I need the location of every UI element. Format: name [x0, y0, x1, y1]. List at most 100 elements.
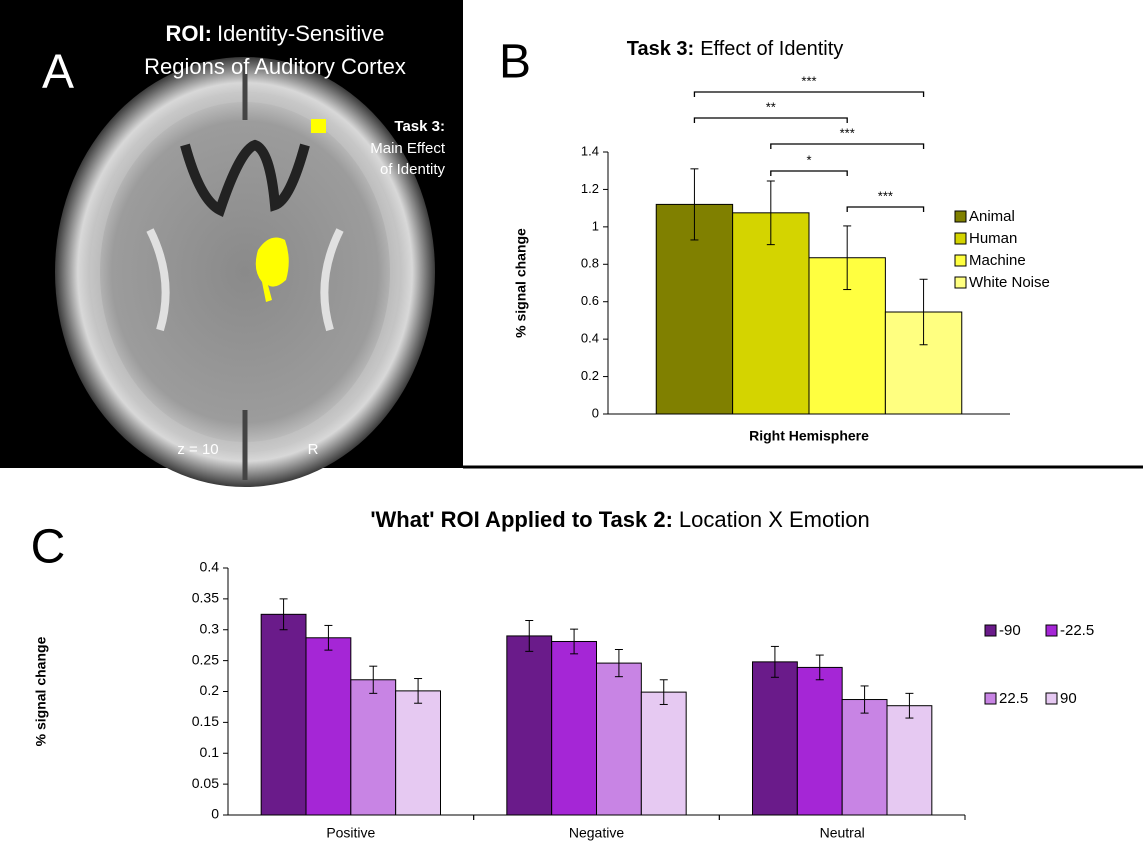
bar — [350, 679, 397, 816]
legend-label: -22.5 — [1060, 622, 1094, 639]
error-bar — [369, 665, 378, 694]
legend-swatch — [954, 232, 967, 245]
legend-label: Machine — [969, 252, 1026, 269]
bar — [305, 637, 352, 816]
bar — [506, 635, 553, 816]
panel-label: B — [499, 36, 531, 89]
slice-label: z = 10 — [177, 441, 218, 458]
bar — [732, 212, 810, 415]
significance-label: ** — [766, 99, 776, 114]
legend-swatch — [984, 624, 997, 637]
roi-title: ROI: Identity-Sensitive — [166, 21, 385, 46]
legend-label: -90 — [999, 622, 1021, 639]
y-tick-label: 0 — [211, 806, 219, 822]
legend-label: 22.5 — [999, 690, 1028, 707]
x-tick-label: Neutral — [820, 825, 865, 841]
y-tick-label: 0.35 — [192, 590, 219, 606]
legend-label: Human — [969, 230, 1017, 247]
x-tick-label: Positive — [326, 825, 375, 841]
significance-bracket — [846, 206, 925, 212]
bar — [751, 661, 798, 816]
bar — [640, 691, 687, 816]
panel-label: C — [31, 521, 66, 574]
error-bar — [905, 692, 914, 719]
y-tick-label: 0.6 — [581, 293, 599, 308]
error-bar — [614, 649, 623, 678]
error-bar — [659, 679, 668, 705]
y-tick-label: 0.4 — [200, 559, 220, 575]
y-tick-label: 0.05 — [192, 775, 219, 791]
error-bar — [770, 645, 779, 678]
y-tick-label: 0.8 — [581, 256, 599, 271]
brain-slice — [55, 57, 435, 487]
y-tick-label: 0.15 — [192, 713, 219, 729]
error-bar — [690, 168, 699, 241]
bar — [796, 666, 843, 816]
panel-label: A — [42, 46, 74, 99]
error-bar — [414, 678, 423, 704]
y-tick-label: 0 — [592, 405, 599, 420]
error-bar — [279, 598, 288, 631]
y-tick-label: 1 — [592, 218, 599, 233]
error-bar — [919, 278, 928, 346]
chart-title-text: Effect of Identity — [700, 38, 843, 60]
error-bar — [570, 628, 579, 655]
error-bar — [860, 685, 869, 714]
legend-swatch — [954, 254, 967, 267]
roi-blob — [255, 237, 289, 302]
significance-label: *** — [878, 188, 893, 203]
significance-bracket — [770, 143, 925, 149]
significance-label: * — [806, 152, 811, 167]
roi-legend-swatch — [311, 119, 326, 133]
error-bar — [815, 654, 824, 681]
side-label: R — [308, 441, 319, 458]
y-tick-label: 0.2 — [200, 682, 220, 698]
y-tick-label: 0.25 — [192, 651, 219, 667]
significance-bracket — [770, 170, 848, 176]
roi-title-bold: ROI: — [166, 21, 212, 46]
legend-label: Animal — [969, 208, 1015, 225]
legend-swatch — [954, 210, 967, 223]
error-bar — [525, 619, 534, 652]
error-bar — [324, 624, 333, 651]
significance-bracket — [693, 117, 848, 123]
bar — [260, 613, 307, 816]
chart-title-bold: Task 3: — [627, 38, 694, 60]
charts: Task 3: Effect of Identity % signal change… — [33, 38, 1095, 840]
y-tick-label: 0.2 — [581, 368, 599, 383]
bar — [841, 699, 888, 816]
y-tick-label: 1.2 — [581, 181, 599, 196]
legend-label: White Noise — [969, 274, 1050, 291]
significance-bracket — [693, 91, 925, 97]
bar — [886, 705, 933, 816]
bar — [596, 662, 642, 816]
chart-title-text: Location X Emotion — [679, 507, 870, 532]
chart-title: 'What' ROI Applied to Task 2: Location X … — [370, 507, 869, 532]
chart-title-bold: 'What' ROI Applied to Task 2: — [370, 507, 673, 532]
legend-swatch — [1045, 624, 1058, 637]
y-tick-label: 0.3 — [200, 620, 220, 636]
roi-legend-label: Main Effect — [370, 140, 446, 157]
legend-swatch — [1045, 692, 1058, 705]
bar — [395, 690, 442, 816]
significance-label: *** — [801, 73, 816, 88]
roi-legend-label: Task 3: — [394, 118, 445, 135]
legend-swatch — [984, 692, 997, 705]
brain-detail — [180, 139, 310, 218]
brain-detail — [146, 228, 344, 332]
roi-title-text: Identity-Sensitive — [217, 21, 385, 46]
bar — [551, 640, 597, 816]
x-tick-label: Right Hemisphere — [749, 428, 869, 444]
error-bar — [766, 180, 775, 246]
significance-label: *** — [840, 125, 855, 140]
y-tick-label: 1.4 — [581, 143, 599, 158]
legend-swatch — [954, 276, 967, 289]
legend-label: 90 — [1060, 690, 1077, 707]
roi-legend-label: of Identity — [380, 161, 446, 178]
y-tick-label: 0.1 — [200, 744, 220, 760]
y-axis-label: % signal change — [33, 636, 49, 746]
y-axis-label: % signal change — [513, 228, 529, 338]
chart-title: Task 3: Effect of Identity — [627, 38, 844, 60]
roi-title-text: Regions of Auditory Cortex — [144, 54, 406, 79]
